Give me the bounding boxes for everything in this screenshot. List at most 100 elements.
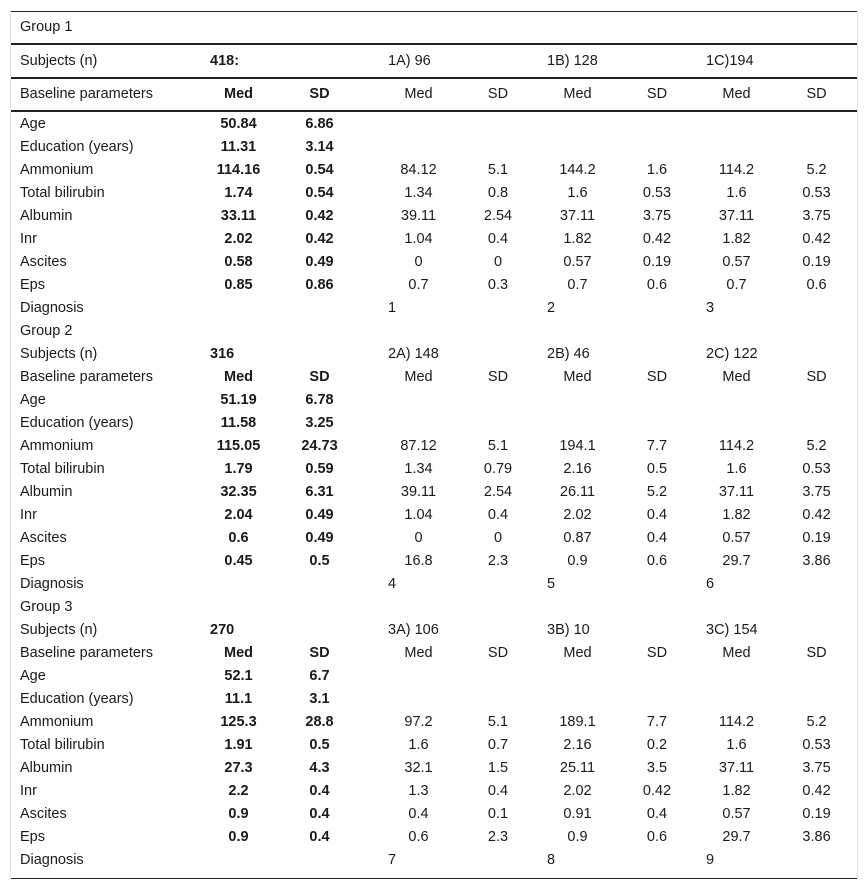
parameter-label: Albumin xyxy=(20,208,73,224)
c-med: 1.6 xyxy=(726,185,747,201)
c-med: 0.57 xyxy=(722,806,751,822)
b-med: 1.82 xyxy=(563,231,592,247)
table-row: Albumin 33.11 0.42 39.11 2.54 37.11 3.75 37.11 3… xyxy=(11,205,857,228)
total-med: 115.05 xyxy=(216,438,261,454)
a-med: 0 xyxy=(414,530,423,546)
column-header-row: Baseline parameters Med SD Med SD Med SD Med SD xyxy=(11,78,858,112)
c-med: 1.82 xyxy=(722,507,751,523)
b-med: 2.02 xyxy=(563,783,592,799)
header-c-sd: SD xyxy=(776,78,858,112)
parameter-label: Age xyxy=(20,668,46,684)
c-med xyxy=(697,111,776,136)
c-sd: 5.2 xyxy=(806,714,827,730)
total-sd: 0.59 xyxy=(305,461,334,477)
a-sd xyxy=(458,111,538,136)
header-baseline-parameters: Baseline parameters xyxy=(20,645,153,661)
header-sd: SD xyxy=(309,645,330,661)
b-sd xyxy=(617,389,697,412)
header-med: Med xyxy=(224,645,253,661)
subgroup-a-count: 3A) 106 xyxy=(388,622,439,638)
total-med: 0.9 xyxy=(228,829,249,845)
total-sd: 0.4 xyxy=(309,829,330,845)
b-med xyxy=(538,136,617,159)
total-sd: 0.4 xyxy=(309,783,330,799)
group-title-row: Group 2 xyxy=(11,320,857,343)
b-sd: 1.6 xyxy=(646,162,668,178)
total-med: 1.74 xyxy=(224,185,253,201)
total-med: 1.91 xyxy=(224,737,253,753)
b-med: 2.16 xyxy=(563,461,592,477)
group-title: Group 1 xyxy=(11,11,858,45)
subjects-row: Subjects (n) 270 3A) 106 3B) 10 3C) 154 xyxy=(11,619,857,642)
total-sd: 6.78 xyxy=(305,392,334,408)
total-med: 0.45 xyxy=(224,553,253,569)
c-med: 37.11 xyxy=(718,760,755,776)
a-med: 0.7 xyxy=(408,277,429,293)
c-med: 0.57 xyxy=(722,254,751,270)
parameter-label: Total bilirubin xyxy=(20,461,105,477)
total-med: 32.35 xyxy=(220,484,257,500)
a-med: 1.34 xyxy=(404,185,433,201)
a-med xyxy=(379,389,458,412)
b-med: 26.11 xyxy=(559,484,596,500)
header-a-sd: SD xyxy=(487,369,509,385)
a-med: 97.2 xyxy=(404,714,433,730)
header-med: Med xyxy=(224,369,253,385)
a-sd xyxy=(458,389,538,412)
b-sd: 0.6 xyxy=(646,553,668,569)
total-med: 0.58 xyxy=(224,254,253,270)
b-med: 0.7 xyxy=(567,277,588,293)
total-med: 0.85 xyxy=(224,277,253,293)
c-med xyxy=(697,412,776,435)
empty-cell xyxy=(201,297,379,320)
total-med: 33.11 xyxy=(220,208,257,224)
total-med: 2.2 xyxy=(228,783,249,799)
table-row: Eps 0.85 0.86 0.7 0.3 0.7 0.6 0.7 0.6 xyxy=(11,274,857,297)
a-sd xyxy=(458,136,538,159)
parameter-label: Ammonium xyxy=(20,714,94,730)
parameter-label: Ascites xyxy=(20,806,67,822)
subjects-label: Subjects (n) xyxy=(20,622,98,638)
header-a-med: Med xyxy=(379,78,458,112)
c-sd xyxy=(776,136,857,159)
empty-cell xyxy=(201,573,379,596)
b-sd: 3.5 xyxy=(646,760,668,776)
diagnosis-label: Diagnosis xyxy=(20,300,84,316)
total-med: 27.3 xyxy=(224,760,253,776)
c-sd: 0.42 xyxy=(802,507,831,523)
a-med: 39.11 xyxy=(400,208,437,224)
parameter-label: Eps xyxy=(20,829,45,845)
table-row: Education (years) 11.1 3.1 xyxy=(11,688,857,711)
c-sd: 3.75 xyxy=(802,760,831,776)
b-sd xyxy=(617,688,697,711)
diagnosis-a: 1 xyxy=(388,300,397,316)
total-sd: 28.8 xyxy=(305,714,334,730)
table-row: Total bilirubin 1.74 0.54 1.34 0.8 1.6 0.53 1.6… xyxy=(11,182,857,205)
c-sd xyxy=(776,412,857,435)
header-baseline-parameters: Baseline parameters xyxy=(20,369,153,385)
header-b-sd: SD xyxy=(646,369,668,385)
b-med: 0.57 xyxy=(563,254,592,270)
c-med: 114.2 xyxy=(718,714,755,730)
diagnosis-b: 2 xyxy=(547,300,556,316)
diagnosis-a: 4 xyxy=(388,576,397,592)
a-med xyxy=(379,136,458,159)
total-sd: 3.14 xyxy=(305,139,334,155)
a-med: 1.6 xyxy=(408,737,429,753)
table-row: Ascites 0.58 0.49 0 0 0.57 0.19 0.57 0.19 xyxy=(11,251,857,274)
column-header-row: Baseline parameters Med SD Med SD Med SD Med SD xyxy=(11,642,857,665)
b-med xyxy=(538,688,617,711)
a-med: 16.8 xyxy=(404,553,433,569)
total-sd: 0.86 xyxy=(305,277,334,293)
c-med: 1.6 xyxy=(726,461,747,477)
a-med: 39.11 xyxy=(400,484,437,500)
table-row: Inr 2.2 0.4 1.3 0.4 2.02 0.42 1.82 0.42 xyxy=(11,780,857,803)
total-sd: 0.54 xyxy=(305,162,334,178)
c-med: 0.57 xyxy=(722,530,751,546)
diagnosis-b: 8 xyxy=(538,849,697,879)
subgroup-b-count: 1B) 128 xyxy=(538,44,697,79)
a-med: 1.34 xyxy=(404,461,433,477)
total-med: 2.02 xyxy=(224,231,253,247)
c-sd: 3.75 xyxy=(802,484,831,500)
header-a-med: Med xyxy=(404,369,433,385)
